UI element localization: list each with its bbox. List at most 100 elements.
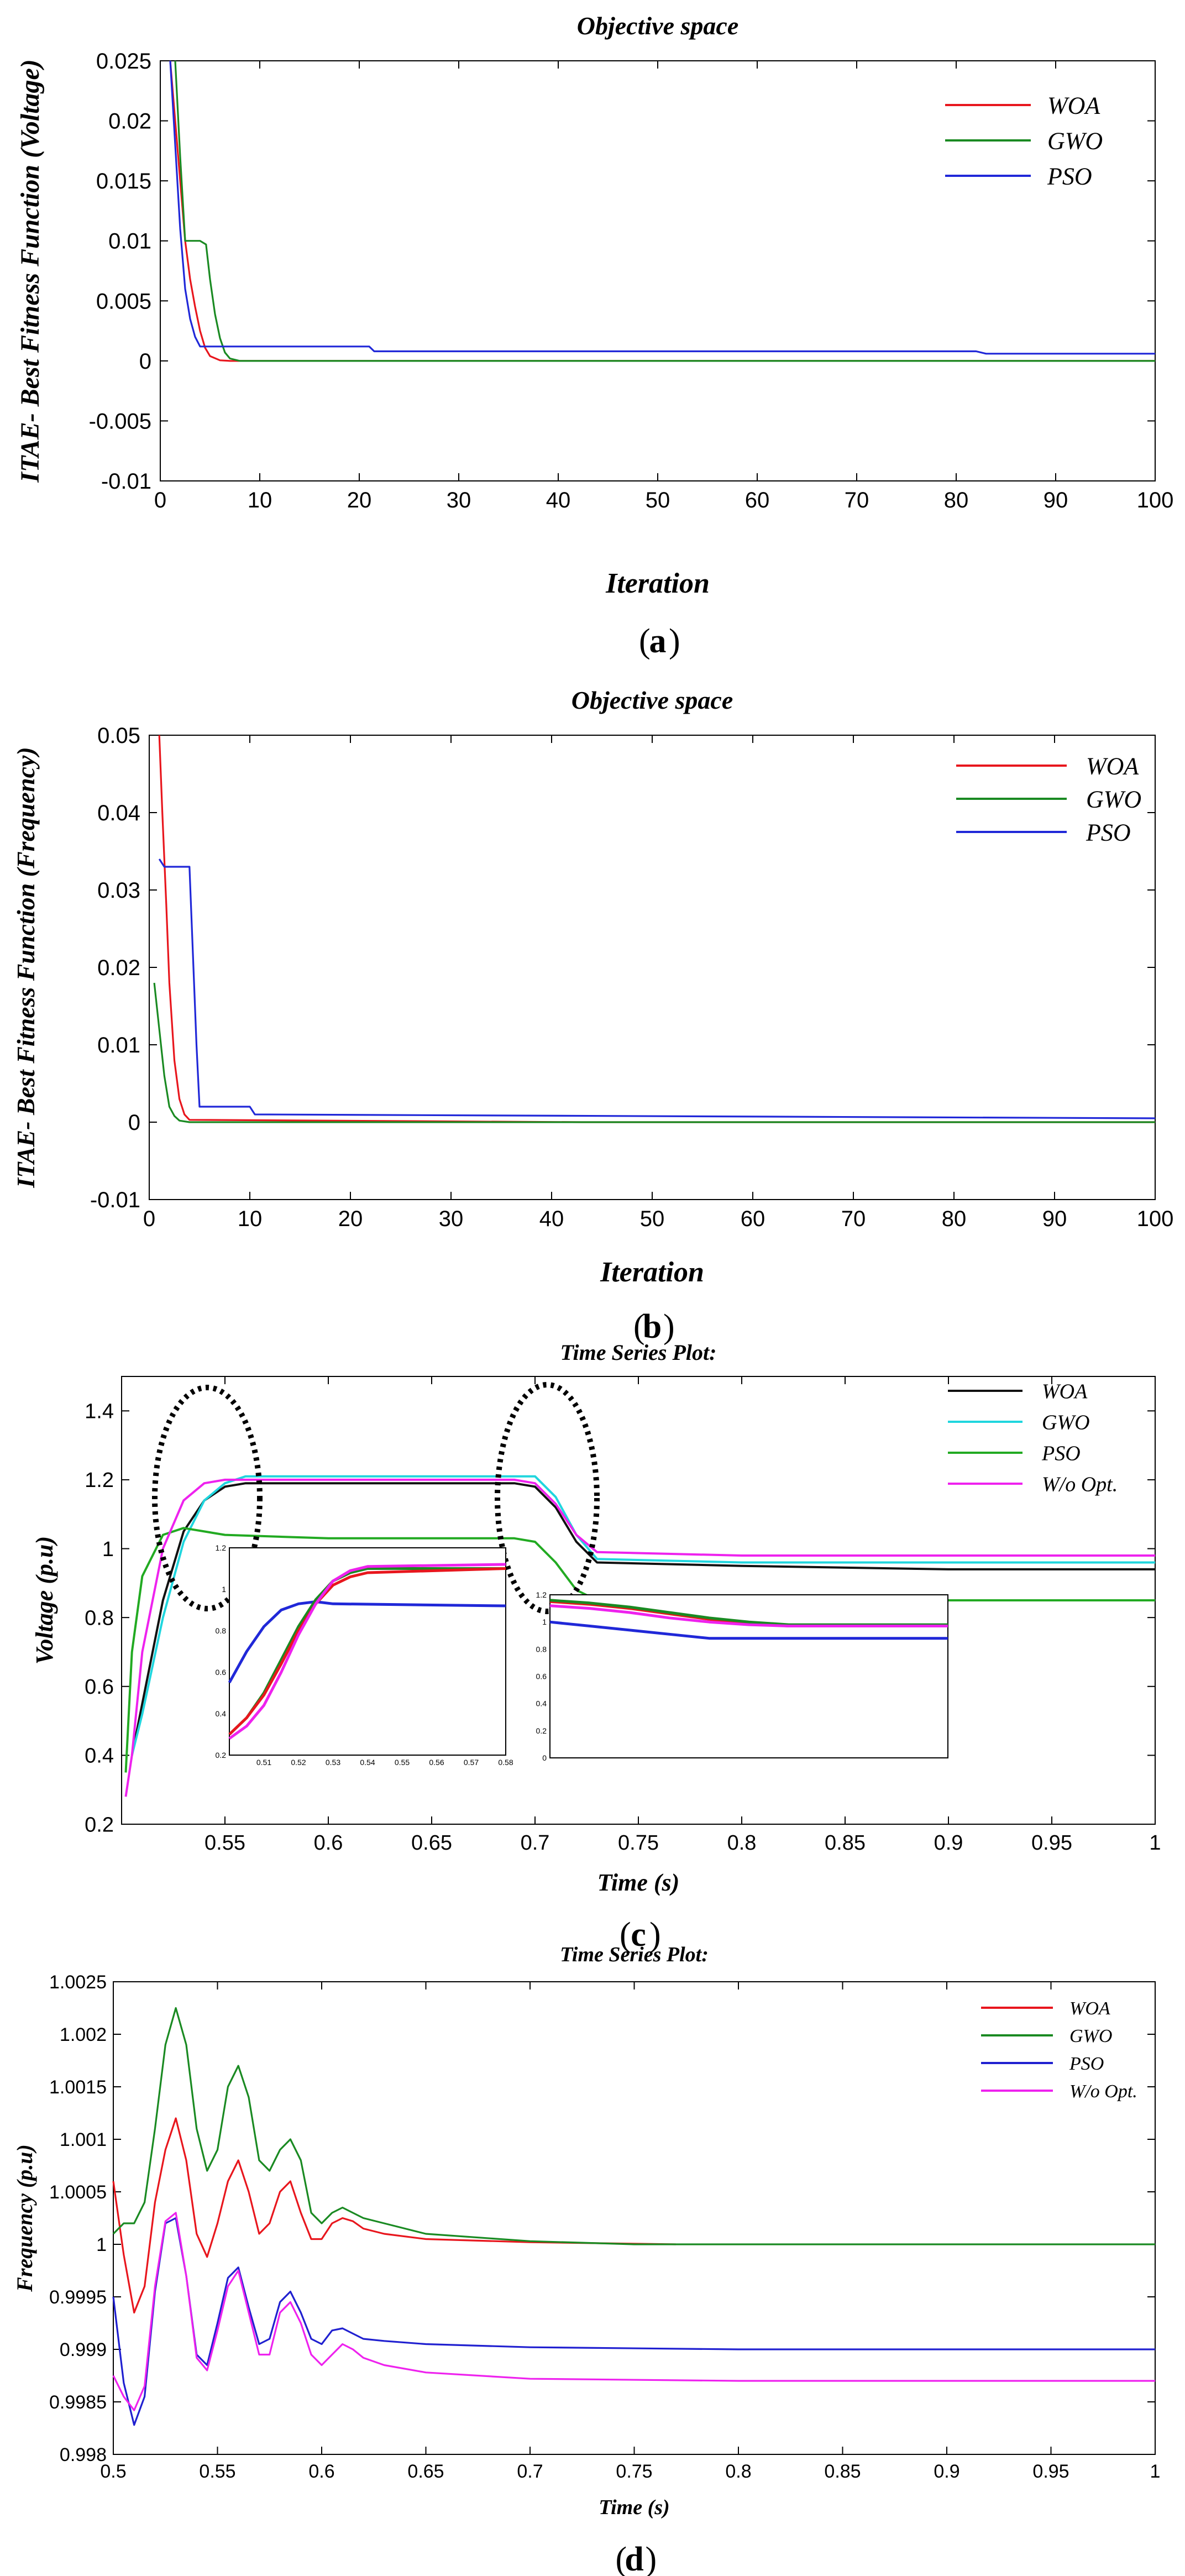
caption-paren-open: ( [616,2541,627,2576]
highlight-ellipse-right [495,1382,600,1614]
caption-paren-close: ) [663,1308,675,1345]
x-tick-label: 0.65 [411,1831,452,1855]
y-tick-label: 0.8 [85,1606,114,1630]
chart-b: Objective space 0 10 20 30 40 50 60 70 80 90 100 -0.… [12,686,1173,1345]
y-axis-label-d: Frequency (p.u) [12,2144,37,2292]
inset-x-tick-label: 0.56 [429,1758,444,1767]
y-tick-label: 0.999 [60,2339,107,2360]
inset-x-tick-label: 0.53 [326,1758,340,1767]
inset-series-woopt [549,1604,948,1627]
x-tick-label: 1 [1150,2461,1161,2482]
chart-c: Time Series Plot:0.55 0.6 0.65 0.7 0.75 0.8 0.… [31,1340,1161,1954]
legend-label: PSO [1069,2054,1104,2074]
y-tick-label: 0.02 [97,956,140,980]
legend-label: W/o Opt. [1042,1473,1118,1496]
inset-x-tick-label: 0.58 [498,1758,513,1767]
legend-label: WOA [1047,92,1100,119]
y-tick-label: -0.005 [89,409,151,433]
x-tick-label: 0 [143,1207,155,1231]
y-axis-label-a: ITAE- Best Fitness Function (Voltage) [15,59,45,483]
y-tick-label: 0.03 [97,878,140,903]
y-tick-label: 0.025 [96,49,151,74]
y-tick-label: -0.01 [101,469,151,494]
caption-paren-open: ( [633,1308,645,1345]
series-line-woopt [124,1478,1155,1797]
caption-paren-open: ( [639,622,651,660]
legend-label: WOA [1086,752,1139,779]
x-tick-label: 0.8 [727,1831,757,1855]
plot-frame-d [113,1981,1156,2455]
legend-label: PSO [1086,819,1131,846]
y-tick-label: 0 [139,349,151,374]
x-tick-label: 20 [347,488,372,512]
y-tick-label: 0.2 [85,1813,114,1836]
inset-y-tick-label: 0.6 [536,1672,547,1681]
x-tick-label: 100 [1137,488,1174,512]
inset-x-tick-label: 0.54 [360,1758,375,1767]
legend-label: GWO [1047,127,1103,154]
x-tick-label: 0.9 [934,2461,959,2482]
y-tick-label: 0.6 [85,1676,114,1699]
x-tick-label: 10 [238,1207,263,1231]
inset-frame-1 [229,1547,506,1756]
y-tick-label: 0.05 [97,724,140,748]
inset-1: 0.2 0.4 0.6 0.8 1 1.2 0.51 0.52 0.53 0.54 0.55 0.56… [216,1543,513,1767]
legend-label: GWO [1042,1411,1090,1434]
inset-y-tick-label: 0.4 [536,1699,547,1708]
x-tick-label: 0 [154,488,166,512]
y-tick-label: 1.4 [85,1400,114,1423]
inset-y-tick-label: 0.2 [536,1726,547,1735]
x-tick-label: 1 [1149,1831,1161,1855]
x-axis-label-d: Time (s) [599,2496,669,2519]
caption-letter-d: d [625,2541,643,2576]
x-tick-label: 0.5 [100,2461,126,2482]
series-line-gwo [153,982,1155,1123]
x-axis-label-c: Time (s) [597,1869,680,1896]
y-tick-label: 1.0005 [49,2182,107,2203]
y-tick-label: 0.4 [85,1745,114,1768]
caption-letter-c: c [631,1916,646,1954]
caption-letter-b: b [643,1308,662,1345]
series-group-c [124,1475,1155,1797]
y-tick-label: -0.01 [90,1188,140,1212]
chart-title-b: Objective space [571,686,733,714]
x-tick-label: 10 [248,488,272,512]
y-tick-label: 1 [102,1538,114,1561]
series-line-gwo [174,60,1155,362]
inset-y-tick-label: 1 [222,1585,226,1594]
x-tick-label: 90 [1044,488,1068,512]
x-tick-label: 0.75 [618,1831,659,1855]
legend-label: GWO [1086,786,1141,813]
inset-x-tick-label: 0.55 [395,1758,410,1767]
inset-2: 0 0.2 0.4 0.6 0.8 1 1.2 [536,1590,948,1762]
series-line-gwo [130,1475,1155,1756]
x-tick-label: 80 [942,1207,967,1231]
y-tick-label: 0.015 [96,169,151,193]
y-tick-label: 1.0025 [49,1972,107,1993]
series-group-b [153,735,1156,1123]
series-line-woa [112,2117,676,2314]
plot-frame-a [160,60,1156,481]
x-tick-label: 0.65 [407,2461,444,2482]
x-tick-label: 0.9 [934,1831,963,1855]
inset-y-tick-label: 0.8 [536,1645,547,1653]
y-tick-label: 0.02 [108,109,151,134]
y-tick-label: 0 [128,1111,140,1135]
caption-paren-open: ( [620,1916,631,1954]
x-tick-label: 0.8 [725,2461,751,2482]
y-tick-label: 1.002 [60,2024,107,2045]
y-axis-label-b: ITAE- Best Fitness Function (Frequency) [12,747,40,1188]
series-line-woa [169,60,1155,362]
y-tick-label: 0.005 [96,289,151,313]
x-tick-label: 20 [338,1207,363,1231]
inset-y-tick-label: 0.4 [216,1709,227,1718]
x-tick-label: 0.95 [1032,2461,1069,2482]
chart-d: Time Series Plot: 0.5 0.55 0.6 0.65 0.7 0.75 0.… [12,1943,1160,2576]
series-group-d [112,2007,1155,2426]
y-tick-label: 0.04 [97,801,140,825]
chart-a: Objective space 0 10 20 30 40 50 60 70 80 90 100 -0.… [15,12,1173,660]
x-tick-label: 0.95 [1031,1831,1072,1855]
series-line-pso [158,858,1156,1119]
x-tick-label: 40 [546,488,571,512]
